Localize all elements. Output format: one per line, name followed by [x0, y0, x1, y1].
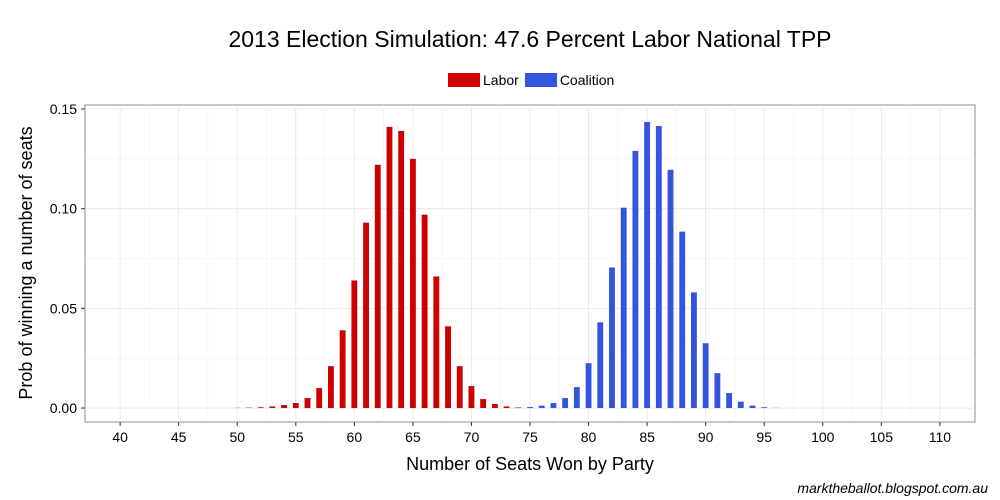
x-axis-title: Number of Seats Won by Party [406, 454, 654, 474]
bar-labor-70 [468, 386, 475, 409]
x-tick-label: 80 [581, 429, 597, 445]
legend: Labor Coalition [448, 72, 620, 88]
bars [234, 121, 779, 409]
bar-coalition-88 [679, 231, 686, 409]
x-tick-label: 50 [229, 429, 245, 445]
bar-coalition-75 [527, 407, 533, 409]
x-tick-label: 95 [756, 429, 772, 445]
bar-labor-57 [316, 388, 323, 409]
bar-labor-52 [257, 407, 264, 409]
bar-labor-69 [456, 366, 463, 409]
bar-coalition-87 [667, 169, 674, 409]
y-tick-label: 0.05 [50, 300, 77, 316]
x-tick-label: 90 [698, 429, 714, 445]
bar-coalition-76 [538, 405, 545, 409]
x-tick-label: 70 [464, 429, 480, 445]
bar-coalition-93 [737, 401, 744, 409]
legend-label-coalition: Coalition [559, 72, 615, 88]
x-tick-label: 110 [929, 429, 952, 445]
bar-labor-62 [374, 164, 381, 409]
x-tick-label: 100 [811, 429, 835, 445]
chart-title: 2013 Election Simulation: 47.6 Percent L… [228, 26, 832, 52]
y-tick-label: 0.10 [50, 201, 77, 217]
bar-coalition-92 [726, 393, 733, 409]
bar-labor-55 [292, 403, 299, 409]
bar-labor-71 [480, 399, 487, 409]
bar-labor-66 [421, 214, 428, 409]
bar-coalition-81 [597, 322, 604, 409]
bar-labor-65 [409, 158, 416, 409]
bar-labor-53 [269, 406, 276, 409]
legend-label-labor: Labor [483, 72, 519, 88]
bar-labor-72 [491, 404, 498, 409]
bar-coalition-77 [550, 403, 557, 409]
y-tick-label: 0.00 [50, 400, 77, 416]
legend-key-labor [448, 73, 480, 87]
bar-labor-64 [398, 130, 405, 409]
bar-labor-61 [363, 222, 369, 409]
bar-coalition-91 [714, 373, 721, 409]
axes: 40 45 50 55 60 65 70 75 80 85 90 95 100 105 110 0.00 0.0… [50, 101, 951, 445]
bar-labor-68 [445, 326, 451, 409]
bar-coalition-78 [562, 398, 569, 409]
bar-coalition-94 [749, 405, 756, 409]
bar-labor-54 [281, 405, 288, 409]
y-tick-label: 0.15 [50, 101, 77, 117]
bar-coalition-86 [655, 125, 662, 409]
legend-key-coalition [524, 73, 557, 87]
bar-coalition-90 [702, 343, 709, 409]
x-tick-label: 45 [171, 429, 187, 445]
bar-labor-63 [386, 126, 393, 409]
bar-labor-59 [339, 330, 346, 409]
x-tick-label: 55 [288, 429, 304, 445]
bar-coalition-82 [609, 267, 615, 409]
grid-lines [85, 105, 975, 422]
bar-coalition-79 [573, 387, 580, 409]
bar-labor-73 [503, 406, 510, 409]
x-tick-label: 85 [639, 429, 655, 445]
bar-coalition-83 [620, 207, 627, 409]
bar-labor-67 [433, 276, 440, 409]
bar-coalition-95 [761, 407, 768, 409]
source-credit: marktheballot.blogspot.com.au [797, 480, 988, 496]
bar-labor-60 [351, 280, 358, 409]
bar-coalition-89 [691, 292, 697, 409]
x-tick-label: 75 [522, 429, 538, 445]
legend-item-coalition: Coalition [524, 72, 615, 88]
bar-coalition-84 [632, 150, 639, 409]
bar-labor-58 [327, 366, 334, 409]
y-axis-title: Prob of winning a number of seats [16, 126, 36, 399]
legend-item-labor: Labor [448, 72, 519, 88]
bar-coalition-85 [644, 121, 651, 409]
x-tick-label: 40 [112, 429, 128, 445]
bar-labor-56 [304, 398, 311, 409]
bar-coalition-80 [585, 363, 592, 409]
x-tick-label: 60 [347, 429, 363, 445]
x-tick-label: 105 [870, 429, 894, 445]
x-tick-label: 65 [405, 429, 421, 445]
